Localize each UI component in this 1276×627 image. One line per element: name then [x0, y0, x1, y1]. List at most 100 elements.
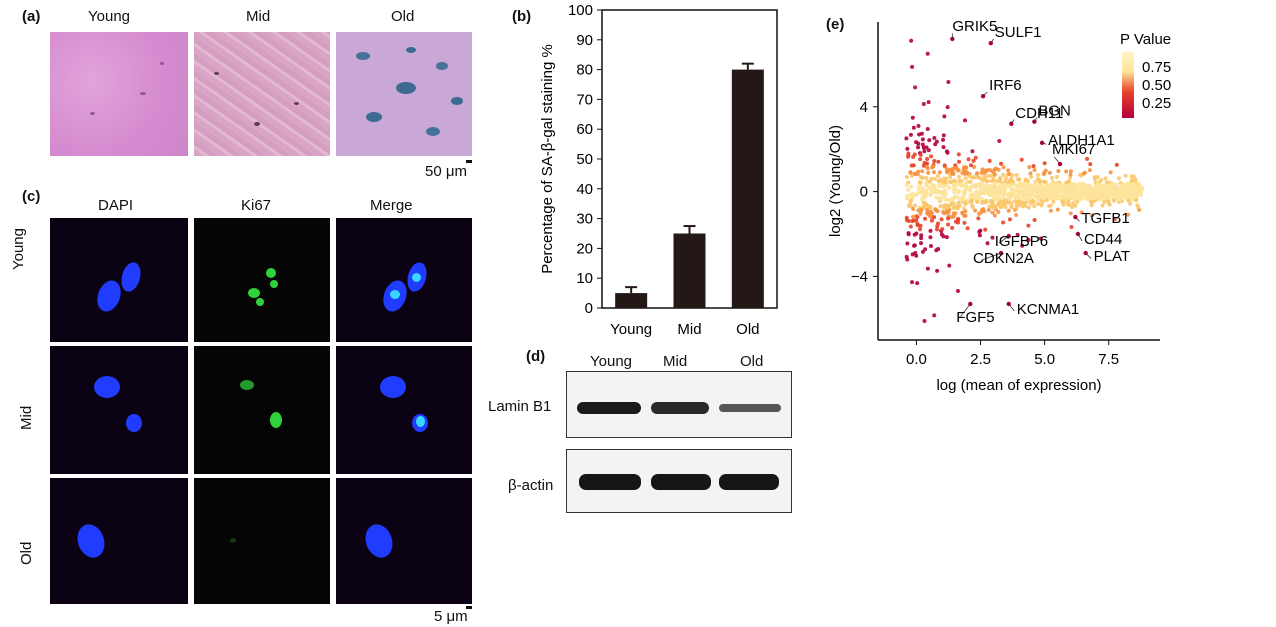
data-point	[911, 206, 916, 211]
data-point	[1108, 182, 1113, 187]
data-point	[1058, 194, 1063, 199]
data-point	[920, 249, 925, 254]
panel-label-d: (d)	[526, 348, 546, 365]
data-point	[997, 184, 1002, 189]
data-point	[921, 102, 926, 107]
data-point	[1002, 201, 1007, 206]
data-point	[910, 280, 915, 285]
gene-leader	[982, 91, 988, 97]
data-point	[991, 191, 996, 196]
data-point	[955, 288, 960, 293]
data-point	[910, 191, 915, 196]
data-point	[992, 206, 997, 211]
data-point	[909, 163, 914, 168]
y-tick-label: −4	[851, 268, 868, 285]
data-point	[946, 222, 951, 227]
gene-label: IRF6	[989, 77, 1022, 94]
y-tick-label: 60	[576, 121, 593, 138]
data-point	[932, 215, 937, 220]
data-point	[992, 197, 997, 202]
data-point	[904, 136, 909, 141]
data-point	[906, 188, 911, 193]
data-point	[970, 149, 975, 154]
gene-leader	[990, 38, 994, 44]
data-point	[945, 105, 950, 110]
gene-leader	[1041, 142, 1047, 145]
data-point	[1036, 196, 1041, 201]
data-point	[905, 146, 910, 151]
data-point	[1112, 194, 1117, 199]
data-point	[1064, 169, 1069, 174]
data-point	[988, 186, 993, 191]
data-point	[971, 175, 976, 180]
data-point	[942, 163, 947, 168]
panel-c-row-old: Old	[18, 541, 35, 565]
data-point	[987, 193, 992, 198]
data-point	[1032, 218, 1037, 223]
data-point	[1096, 181, 1101, 186]
data-point	[1133, 177, 1138, 182]
data-point	[908, 170, 913, 175]
data-point	[996, 209, 1001, 214]
data-point	[998, 176, 1003, 181]
data-point	[929, 218, 934, 223]
data-point	[941, 145, 946, 150]
data-point	[953, 219, 958, 224]
data-point	[962, 220, 967, 225]
data-point	[1076, 197, 1081, 202]
data-point	[925, 266, 930, 271]
data-point	[916, 145, 921, 150]
data-point	[913, 250, 918, 255]
data-point	[1103, 194, 1108, 199]
data-point	[1072, 181, 1077, 186]
data-point	[1085, 156, 1090, 161]
data-point	[928, 206, 933, 211]
gene-leader	[1008, 303, 1015, 312]
data-point	[1020, 243, 1025, 248]
data-point	[1069, 225, 1074, 230]
data-point	[985, 179, 990, 184]
data-point	[906, 203, 911, 208]
data-point	[1129, 174, 1134, 179]
data-point	[924, 176, 929, 181]
data-point	[1116, 176, 1121, 181]
data-point	[908, 132, 913, 137]
scale-bar-c-label: 5 μm	[434, 608, 468, 625]
data-point	[1113, 188, 1118, 193]
data-point	[998, 205, 1003, 210]
ki67-old	[194, 478, 330, 604]
panel-label-c: (c)	[22, 188, 41, 205]
data-point	[1026, 223, 1031, 228]
data-point	[956, 216, 961, 221]
data-point	[946, 210, 951, 215]
data-point	[942, 114, 947, 119]
gene-label: SULF1	[995, 24, 1042, 41]
data-point	[1027, 192, 1032, 197]
data-point	[1133, 185, 1138, 190]
data-point	[1126, 212, 1131, 217]
data-point	[1091, 187, 1096, 192]
gene-leader	[1054, 156, 1061, 165]
data-point	[925, 126, 930, 131]
data-point	[1054, 196, 1059, 201]
data-point	[1070, 193, 1075, 198]
data-point	[935, 268, 940, 273]
data-point	[1022, 200, 1027, 205]
data-point	[932, 170, 937, 175]
data-point	[1068, 172, 1073, 177]
data-point	[1028, 185, 1033, 190]
data-point	[1101, 183, 1106, 188]
data-point	[1121, 188, 1126, 193]
data-point	[943, 197, 948, 202]
data-point	[905, 241, 910, 246]
data-point	[1139, 192, 1144, 197]
data-point	[912, 243, 917, 248]
data-point	[1010, 173, 1015, 178]
gene-label: KCNMA1	[1017, 301, 1080, 318]
data-point	[923, 216, 928, 221]
data-point	[1003, 182, 1008, 187]
data-point	[938, 204, 943, 209]
data-point	[1026, 238, 1031, 243]
data-point	[1100, 203, 1105, 208]
data-point	[926, 100, 931, 105]
